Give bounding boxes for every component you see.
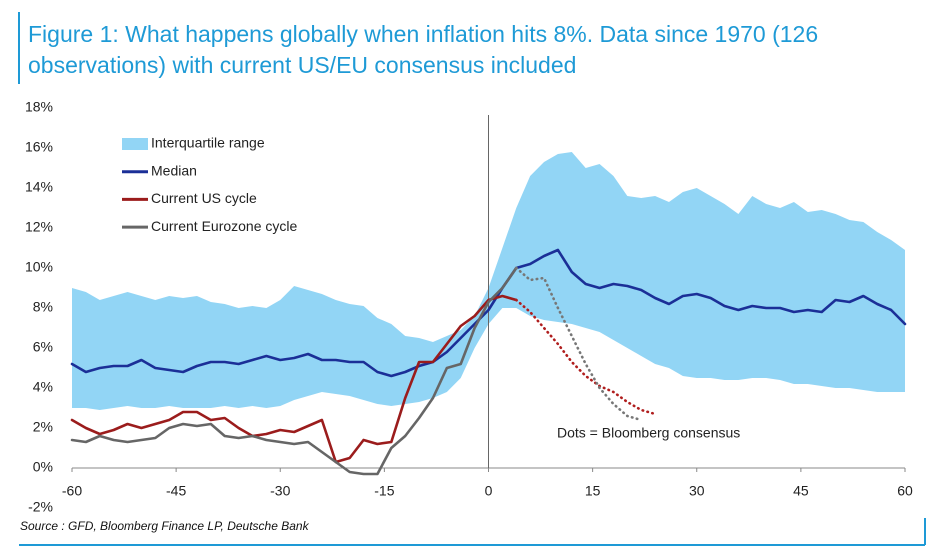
y-tick-label: 14% [25, 179, 53, 195]
x-tick-label: -15 [374, 483, 394, 499]
series-line [70, 248, 907, 378]
y-tick-label: 2% [33, 419, 53, 435]
legend-label: Interquartile range [151, 135, 265, 151]
x-tick-label: 45 [793, 483, 809, 499]
consensus-line [514, 266, 643, 422]
x-tick-label: 30 [689, 483, 705, 499]
legend-label: Current Eurozone cycle [151, 218, 298, 234]
x-tick-label: -30 [270, 483, 290, 499]
legend-label: Median [151, 162, 197, 178]
annotation: Dots = Bloomberg consensus [557, 425, 740, 441]
x-tick-label: -45 [166, 483, 186, 499]
y-tick-label: 6% [33, 339, 53, 355]
chart-title: Figure 1: What happens globally when inf… [28, 21, 818, 47]
y-tick-label: -2% [28, 499, 53, 515]
legend-swatch [122, 138, 148, 150]
y-tick-label: 8% [33, 299, 53, 315]
y-tick-label: 18% [25, 99, 53, 115]
y-tick-label: 4% [33, 379, 53, 395]
plot: -2% 0% 2% 4% 6% 8% 10% 12% 14% 16% 18% -60 -45 -30 -15… [25, 99, 913, 515]
series-line [70, 266, 518, 476]
chart-title: observations) with current US/EU consens… [28, 52, 576, 78]
y-tick-label: 16% [25, 139, 53, 155]
x-tick-label: 60 [897, 483, 913, 499]
y-tick-label: 0% [33, 459, 53, 475]
source: Source : GFD, Bloomberg Finance LP, Deut… [20, 519, 310, 533]
x-tick-label: 15 [585, 483, 601, 499]
y-tick-label: 12% [25, 219, 53, 235]
x-tick-label: 0 [485, 483, 493, 499]
y-tick-label: 10% [25, 259, 53, 275]
legend-label: Current US cycle [151, 190, 257, 206]
series-line [70, 294, 518, 464]
iqr-band [72, 152, 905, 410]
x-tick-label: -60 [62, 483, 82, 499]
